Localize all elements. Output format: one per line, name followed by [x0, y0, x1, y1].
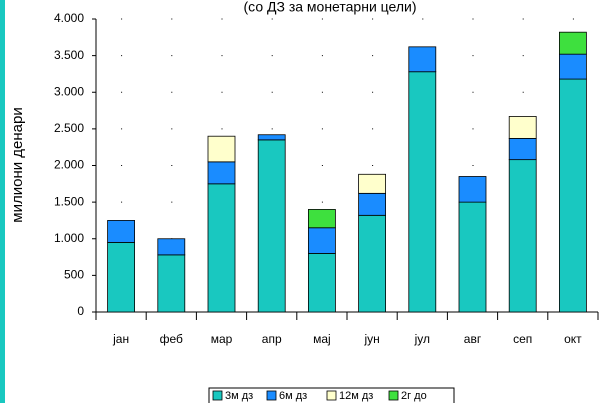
y-axis-label: милиони денари: [9, 107, 26, 222]
bar-segment: [508, 159, 537, 313]
y-tick-label: 2.000: [54, 158, 84, 172]
bar-segment: [458, 201, 487, 313]
legend-swatch: [212, 390, 223, 401]
bar-segment: [408, 46, 437, 73]
legend-label: 3м дз: [225, 390, 253, 402]
y-tick-label: 500: [64, 268, 84, 282]
bar-segment: [358, 214, 387, 313]
y-tick-label: 3.000: [54, 84, 84, 98]
x-tick-label: апр: [262, 332, 282, 346]
bar-segment: [508, 137, 537, 161]
y-tick-label: 2.500: [54, 121, 84, 135]
x-tick-label: јул: [414, 332, 430, 346]
bar-segment: [107, 220, 135, 243]
bar-segment: [307, 227, 336, 254]
legend-label: 6м дз: [279, 390, 307, 402]
x-tick-label: феб: [160, 332, 183, 346]
x-tick-label: мар: [211, 332, 233, 346]
x-tick-label: јун: [363, 332, 379, 346]
bar-segment: [207, 135, 236, 163]
bar-segment: [358, 173, 387, 194]
x-tick-label: сеп: [513, 332, 532, 346]
bar-segment: [157, 254, 186, 313]
legend-swatch: [388, 390, 399, 401]
bar-segment: [257, 134, 286, 141]
x-tick-label: авг: [464, 332, 482, 346]
bar-segment: [257, 139, 286, 313]
y-tick-label: 0: [77, 304, 84, 318]
x-tick-label: мај: [313, 332, 331, 346]
legend-swatch: [266, 390, 277, 401]
legend-label: 2г до: [401, 390, 427, 402]
bar-segment: [458, 176, 487, 203]
bar-segment: [408, 71, 437, 313]
y-tick-label: 3.500: [54, 48, 84, 62]
bar-segment: [107, 242, 135, 313]
chart-title: (со ДЗ за монетарни цели): [244, 0, 417, 15]
y-tick-label: 1.500: [54, 194, 84, 208]
bar-segment: [559, 31, 587, 55]
bar-segment: [559, 78, 587, 313]
bar-segment: [559, 53, 587, 80]
bar-segment: [207, 183, 236, 313]
bar-segment: [307, 252, 336, 313]
bar-segment: [157, 238, 186, 256]
y-tick-label: 4.000: [54, 11, 84, 25]
bar-segment: [358, 192, 387, 216]
x-tick-label: окт: [564, 332, 582, 346]
bar-segment: [207, 161, 236, 185]
legend-label: 12м дз: [339, 390, 373, 402]
y-tick-label: 1.000: [54, 231, 84, 245]
side-stripe: [0, 0, 5, 403]
bar-segment: [307, 209, 336, 229]
x-tick-label: јан: [112, 332, 129, 346]
legend-swatch: [326, 390, 337, 401]
bar-segment: [508, 116, 537, 139]
